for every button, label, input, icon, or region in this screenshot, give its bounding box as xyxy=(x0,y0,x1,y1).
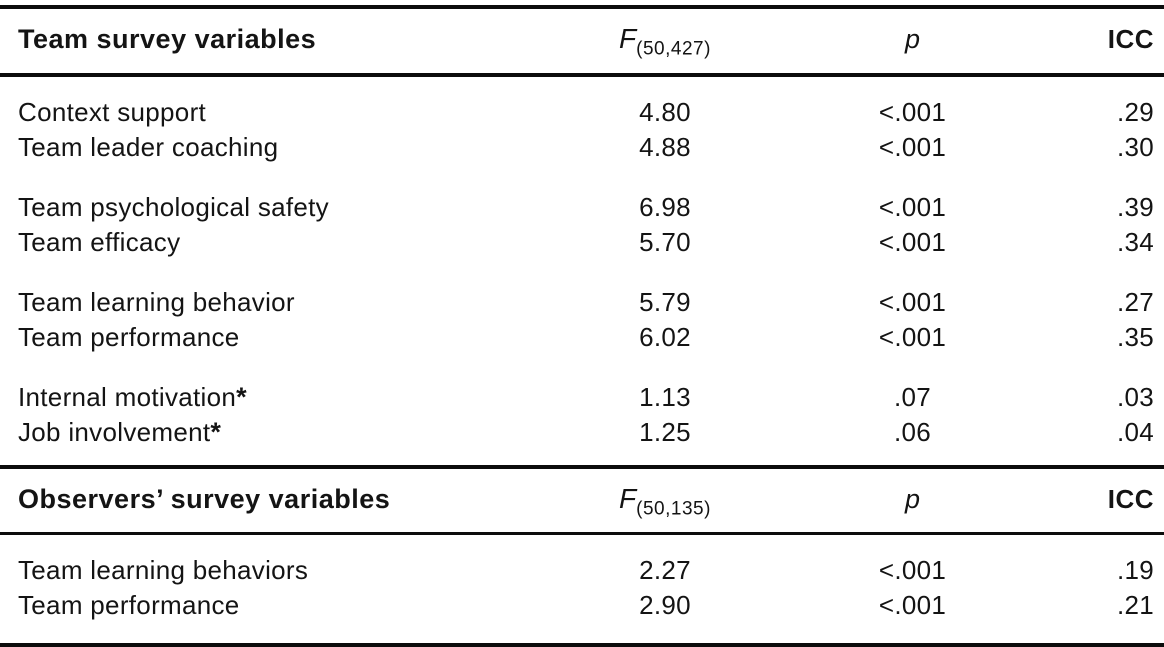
table-row: Team psychological safety 6.98 <.001 .39 xyxy=(0,190,1164,225)
section-header-observers: Observers’ survey variables F(50,135) p … xyxy=(0,469,1164,533)
variable-name: Team learning behaviors xyxy=(0,553,540,588)
p-value: <.001 xyxy=(878,590,947,621)
variable-label: Job involvement xyxy=(18,416,211,447)
section-body-observers: Team learning behaviors 2.27 <.001 .19 T… xyxy=(0,553,1164,623)
p-value: <.001 xyxy=(878,286,947,317)
asterisk-marker: * xyxy=(236,381,247,412)
f-symbol: F xyxy=(619,482,637,514)
icc-value: .19 xyxy=(1116,555,1154,586)
variable-name: Job involvement* xyxy=(0,415,540,450)
row-group: Context support 4.80 <.001 .29 Team lead… xyxy=(0,95,1164,165)
row-group: Team psychological safety 6.98 <.001 .39… xyxy=(0,190,1164,260)
f-value: 1.13 xyxy=(639,381,691,412)
variable-label: Team learning behaviors xyxy=(18,555,309,586)
icc-value: .30 xyxy=(1116,131,1154,162)
column-header-p: p xyxy=(904,483,921,514)
variable-name: Team performance xyxy=(0,320,540,355)
column-header-icc: ICC xyxy=(1107,24,1154,54)
column-header-f: F(50,135) xyxy=(540,483,790,521)
p-value: <.001 xyxy=(878,226,947,257)
column-header-f: F(50,427) xyxy=(540,23,790,61)
f-value: 2.90 xyxy=(639,590,691,621)
icc-value: .29 xyxy=(1116,96,1154,127)
icc-value: .34 xyxy=(1116,226,1154,257)
p-value: .06 xyxy=(893,416,932,447)
icc-value: .39 xyxy=(1116,191,1154,222)
p-value: <.001 xyxy=(878,555,947,586)
icc-value: .27 xyxy=(1116,286,1154,317)
icc-value: .35 xyxy=(1116,321,1154,352)
variable-label: Team leader coaching xyxy=(18,131,279,162)
table-row: Internal motivation* 1.13 .07 .03 xyxy=(0,380,1164,415)
table-row: Team learning behavior 5.79 <.001 .27 xyxy=(0,285,1164,320)
section-divider-rule xyxy=(0,464,1164,469)
variable-name: Context support xyxy=(0,95,540,130)
f-value: 6.98 xyxy=(639,191,691,222)
variable-label: Team performance xyxy=(18,321,240,352)
bottom-rule xyxy=(0,643,1164,647)
table-row: Team performance 2.90 <.001 .21 xyxy=(0,588,1164,623)
asterisk-marker: * xyxy=(210,416,222,447)
icc-value: .21 xyxy=(1116,590,1154,621)
f-value: 1.25 xyxy=(639,416,691,447)
section-body-team: Context support 4.80 <.001 .29 Team lead… xyxy=(0,95,1164,450)
row-group: Team learning behavior 5.79 <.001 .27 Te… xyxy=(0,285,1164,355)
row-group: Internal motivation* 1.13 .07 .03 Job in… xyxy=(0,380,1164,450)
top-rule xyxy=(0,5,1164,9)
f-subscript: (50,135) xyxy=(636,498,711,520)
table-row: Context support 4.80 <.001 .29 xyxy=(0,95,1164,130)
table-row: Job involvement* 1.25 .06 .04 xyxy=(0,415,1164,450)
f-value: 4.80 xyxy=(639,96,691,127)
variable-name: Team psychological safety xyxy=(0,190,540,225)
header-rule xyxy=(0,72,1164,77)
table-row: Team learning behaviors 2.27 <.001 .19 xyxy=(0,553,1164,588)
variable-label: Team efficacy xyxy=(18,226,181,257)
section-header-team: Team survey variables F(50,427) p ICC xyxy=(0,9,1164,73)
section-title: Observers’ survey variables xyxy=(18,483,391,514)
column-header-icc: ICC xyxy=(1107,483,1154,514)
variable-label: Team performance xyxy=(18,590,240,621)
variable-label: Context support xyxy=(18,96,207,127)
variable-name: Team leader coaching xyxy=(0,130,540,165)
p-value: <.001 xyxy=(878,131,947,162)
variable-name: Team learning behavior xyxy=(0,285,540,320)
variable-label: Internal motivation xyxy=(18,381,237,412)
f-value: 5.70 xyxy=(639,226,691,257)
f-value: 2.27 xyxy=(639,555,691,586)
f-value: 6.02 xyxy=(639,321,691,352)
statistics-table: Team survey variables F(50,427) p ICC Co… xyxy=(0,5,1164,647)
f-subscript: (50,427) xyxy=(636,38,711,60)
table-row: Team efficacy 5.70 <.001 .34 xyxy=(0,225,1164,260)
p-value: .07 xyxy=(893,381,932,412)
variable-name: Team performance xyxy=(0,588,540,623)
p-value: <.001 xyxy=(878,191,947,222)
p-value: <.001 xyxy=(878,321,947,352)
f-value: 4.88 xyxy=(639,131,691,162)
f-symbol: F xyxy=(619,23,637,54)
section-title: Team survey variables xyxy=(18,24,317,54)
f-value: 5.79 xyxy=(639,286,691,317)
variable-name: Internal motivation* xyxy=(0,380,540,415)
header-rule xyxy=(0,532,1164,536)
variable-label: Team psychological safety xyxy=(18,191,329,222)
column-header-p: p xyxy=(904,24,921,54)
variable-name: Team efficacy xyxy=(0,225,540,260)
icc-value: .03 xyxy=(1116,381,1154,412)
p-value: <.001 xyxy=(878,96,947,127)
variable-label: Team learning behavior xyxy=(18,286,295,317)
icc-value: .04 xyxy=(1116,416,1154,447)
table-row: Team leader coaching 4.88 <.001 .30 xyxy=(0,130,1164,165)
table-row: Team performance 6.02 <.001 .35 xyxy=(0,320,1164,355)
